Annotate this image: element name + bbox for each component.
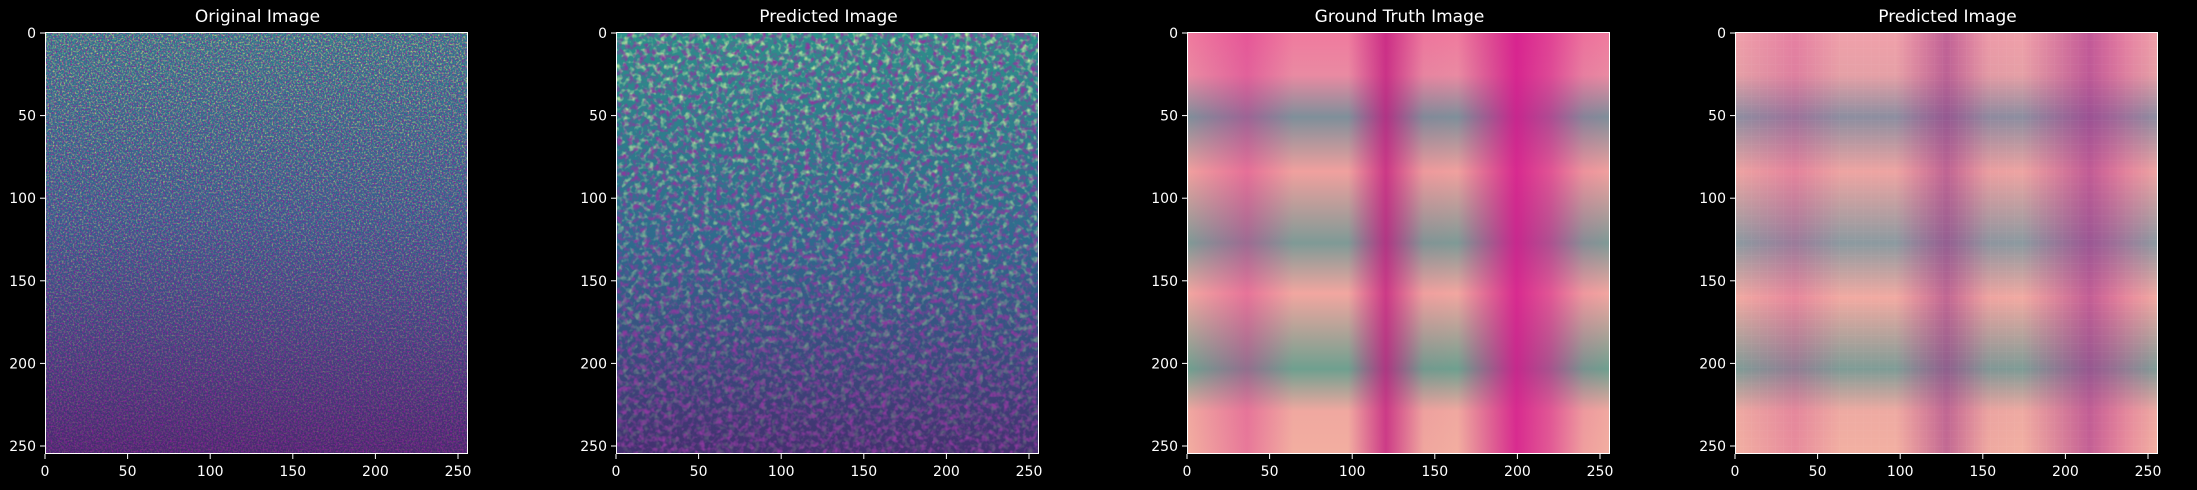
- panel-title: Predicted Image: [1878, 7, 2017, 27]
- x-tick-label: 50: [1809, 464, 1827, 480]
- original-noise-image: [46, 33, 467, 453]
- x-tick-label: 150: [1969, 464, 1996, 480]
- y-tick-label: 50: [18, 109, 36, 125]
- x-tick-label: 200: [362, 464, 389, 480]
- y-tick-label: 200: [1151, 356, 1178, 372]
- panel-predicted-1: Predicted Image: [571, 0, 1071, 490]
- x-tick-label: 250: [2135, 464, 2162, 480]
- x-tick-label: 50: [690, 464, 708, 480]
- y-tick-label: 100: [1699, 191, 1726, 207]
- y-tick-label: 50: [589, 109, 607, 125]
- y-axis: 0 50 100 150 200 250: [1151, 26, 1187, 455]
- x-tick-label: 100: [1339, 464, 1366, 480]
- panel-ground-truth: Ground Truth Image: [1142, 0, 1642, 490]
- y-tick-label: 250: [1151, 439, 1178, 455]
- y-tick-label: 0: [1717, 26, 1726, 42]
- ground-truth-plaid-image: [1188, 33, 1609, 453]
- x-tick-label: 100: [197, 464, 224, 480]
- x-tick-label: 150: [279, 464, 306, 480]
- y-tick-label: 50: [1160, 109, 1178, 125]
- y-tick-label: 100: [9, 191, 36, 207]
- x-tick-label: 250: [1587, 464, 1614, 480]
- y-tick-label: 0: [598, 26, 607, 42]
- axes: 0 50 100 150 200 250 0 50 100 150 200 25…: [1699, 26, 2162, 480]
- predicted-plaid-image: [1736, 33, 2157, 453]
- y-tick-label: 50: [1708, 109, 1726, 125]
- y-tick-label: 150: [9, 274, 36, 290]
- y-axis: 0 50 100 150 200 250: [9, 26, 45, 455]
- x-tick-label: 100: [768, 464, 795, 480]
- y-tick-label: 200: [580, 356, 607, 372]
- predicted-noise-image: [617, 33, 1038, 453]
- image-frame: [616, 32, 1039, 454]
- panel-title: Ground Truth Image: [1314, 7, 1485, 27]
- y-tick-label: 150: [1699, 274, 1726, 290]
- panel-predicted-2: Predicted Image: [1690, 0, 2190, 490]
- x-tick-label: 0: [41, 464, 50, 480]
- y-axis: 0 50 100 150 200 250: [1699, 26, 1735, 455]
- x-tick-label: 150: [1421, 464, 1448, 480]
- x-tick-label: 200: [2052, 464, 2079, 480]
- y-tick-label: 250: [580, 439, 607, 455]
- x-tick-label: 50: [1261, 464, 1279, 480]
- image-frame: [1187, 32, 1610, 454]
- axes: 0 50 100 150 200 250 0 50 100 150 200 25…: [580, 26, 1043, 480]
- y-tick-label: 0: [27, 26, 36, 42]
- y-tick-label: 150: [580, 274, 607, 290]
- x-tick-label: 150: [850, 464, 877, 480]
- x-tick-label: 250: [1016, 464, 1043, 480]
- x-axis: 0 50 100 150 200 250: [1731, 454, 2162, 480]
- x-tick-label: 0: [1183, 464, 1192, 480]
- y-tick-label: 250: [9, 439, 36, 455]
- x-tick-label: 50: [119, 464, 137, 480]
- x-tick-label: 0: [1731, 464, 1740, 480]
- y-tick-label: 100: [580, 191, 607, 207]
- panel-title: Predicted Image: [759, 7, 898, 27]
- x-axis: 0 50 100 150 200 250: [41, 454, 472, 480]
- x-tick-label: 0: [612, 464, 621, 480]
- y-tick-label: 100: [1151, 191, 1178, 207]
- y-axis: 0 50 100 150 200 250: [580, 26, 616, 455]
- x-axis: 0 50 100 150 200 250: [1183, 454, 1614, 480]
- axes: 0 50 100 150 200 250 0 50 100 150 200 25…: [9, 26, 472, 480]
- y-tick-label: 150: [1151, 274, 1178, 290]
- image-frame: [45, 32, 468, 454]
- x-tick-label: 200: [933, 464, 960, 480]
- x-axis: 0 50 100 150 200 250: [612, 454, 1043, 480]
- axes: 0 50 100 150 200 250 0 50 100 150 200 25…: [1151, 26, 1614, 480]
- y-tick-label: 0: [1169, 26, 1178, 42]
- x-tick-label: 100: [1887, 464, 1914, 480]
- y-tick-label: 250: [1699, 439, 1726, 455]
- x-tick-label: 250: [445, 464, 472, 480]
- y-tick-label: 200: [1699, 356, 1726, 372]
- x-tick-label: 200: [1504, 464, 1531, 480]
- panel-title: Original Image: [194, 7, 321, 27]
- y-tick-label: 200: [9, 356, 36, 372]
- image-frame: [1735, 32, 2158, 454]
- panel-original: Original Image: [0, 0, 500, 490]
